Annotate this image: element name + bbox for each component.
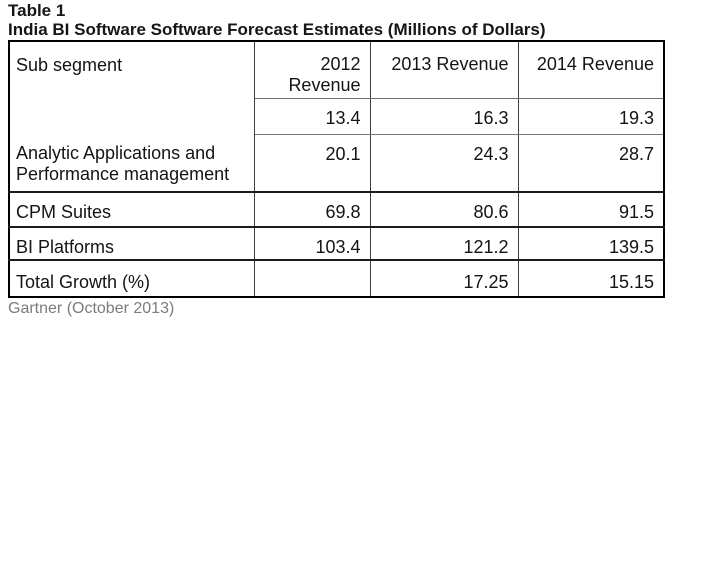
table-row: 13.4 16.3 19.3 [9, 98, 665, 135]
cell-2014-value: 139.5 [517, 227, 665, 261]
cell-2013-value: 24.3 [369, 134, 519, 193]
cell-2014-value: 91.5 [517, 192, 665, 228]
table-number-label: Table 1 [8, 1, 66, 20]
cell-segment-label: Analytic Applications and Performance ma… [8, 134, 255, 193]
column-header-2013-revenue: 2013 Revenue [369, 41, 519, 99]
cell-2012-value: 13.4 [253, 98, 371, 135]
cell-2014-value: 15.15 [517, 260, 665, 297]
cell-2013-value: 80.6 [369, 192, 519, 228]
cell-2012-value: 103.4 [253, 227, 371, 261]
cell-2013-value: 17.25 [369, 260, 519, 297]
table-title: India BI Software Software Forecast Esti… [8, 20, 546, 39]
title-block: Table 1 India BI Software Software Forec… [8, 1, 546, 39]
column-header-2014-revenue: 2014 Revenue [517, 41, 665, 99]
cell-2012-value: 20.1 [253, 134, 371, 193]
source-note: Gartner (October 2013) [8, 300, 175, 317]
cell-segment-label: Total Growth (%) [8, 260, 255, 297]
forecast-table: Sub segment 2012 Revenue 2013 Revenue 20… [8, 40, 665, 298]
cell-segment-label: CPM Suites [8, 192, 255, 228]
cell-2013-value: 121.2 [369, 227, 519, 261]
table-row: BI Platforms 103.4 121.2 139.5 [8, 227, 665, 261]
table-row: CPM Suites 69.8 80.6 91.5 [8, 192, 665, 228]
cell-2014-value: 19.3 [517, 98, 665, 135]
cell-2012-value [253, 260, 371, 297]
cell-2014-value: 28.7 [517, 134, 665, 193]
cell-2013-value: 16.3 [369, 98, 519, 135]
cell-2012-value: 69.8 [253, 192, 371, 228]
column-header-2012-revenue-label: 2012 Revenue [288, 54, 361, 95]
column-header-2012-revenue: 2012 Revenue [253, 41, 371, 99]
table-header-row: Sub segment 2012 Revenue 2013 Revenue 20… [8, 41, 665, 134]
cell-segment-label: BI Platforms [8, 227, 255, 261]
table-row: Analytic Applications and Performance ma… [8, 134, 665, 193]
column-header-sub-segment: Sub segment [8, 41, 255, 134]
table-row: Total Growth (%) 17.25 15.15 [8, 260, 665, 297]
